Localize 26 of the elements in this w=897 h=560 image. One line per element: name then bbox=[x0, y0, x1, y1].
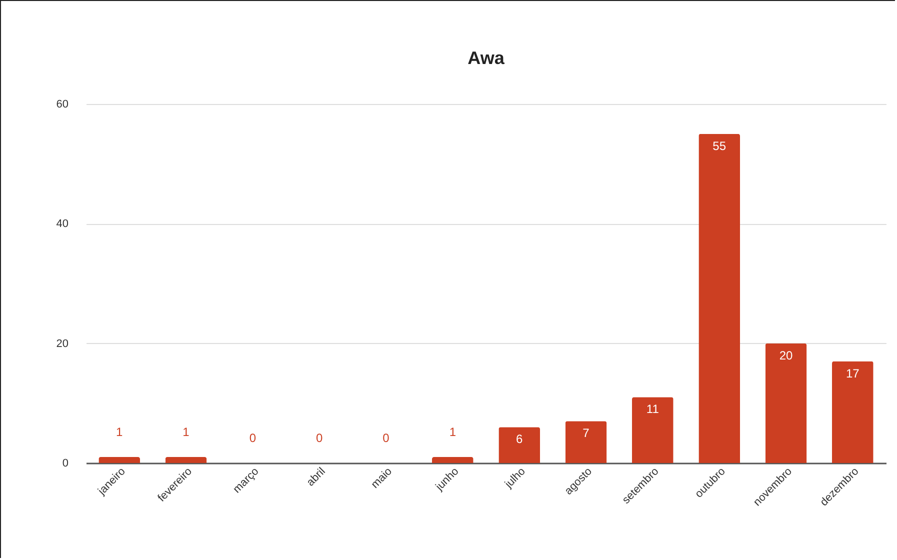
data-label: 55 bbox=[712, 138, 726, 153]
bar bbox=[165, 457, 207, 463]
data-label: 7 bbox=[582, 426, 590, 440]
y-tick-label: 20 bbox=[56, 338, 68, 350]
bar bbox=[98, 457, 140, 463]
data-label: 0 bbox=[249, 431, 256, 445]
data-label: 17 bbox=[846, 366, 860, 380]
bar bbox=[632, 397, 674, 463]
data-label: 1 bbox=[182, 425, 190, 440]
y-tick-label: 60 bbox=[56, 98, 68, 110]
data-label: 11 bbox=[646, 402, 660, 416]
chart-title: Awa bbox=[468, 48, 506, 68]
bar bbox=[498, 427, 540, 463]
y-tick-label: 0 bbox=[62, 458, 68, 470]
data-label: 20 bbox=[779, 348, 793, 362]
bar bbox=[698, 134, 740, 463]
bar bbox=[565, 421, 607, 463]
data-label: 0 bbox=[382, 431, 390, 445]
bar bbox=[832, 361, 874, 463]
data-label: 0 bbox=[316, 431, 323, 445]
data-label: 1 bbox=[449, 425, 456, 440]
bar bbox=[432, 457, 474, 463]
data-label: 6 bbox=[516, 432, 523, 446]
y-tick-label: 40 bbox=[56, 218, 68, 230]
data-label: 1 bbox=[116, 425, 123, 440]
bar bbox=[765, 343, 807, 463]
